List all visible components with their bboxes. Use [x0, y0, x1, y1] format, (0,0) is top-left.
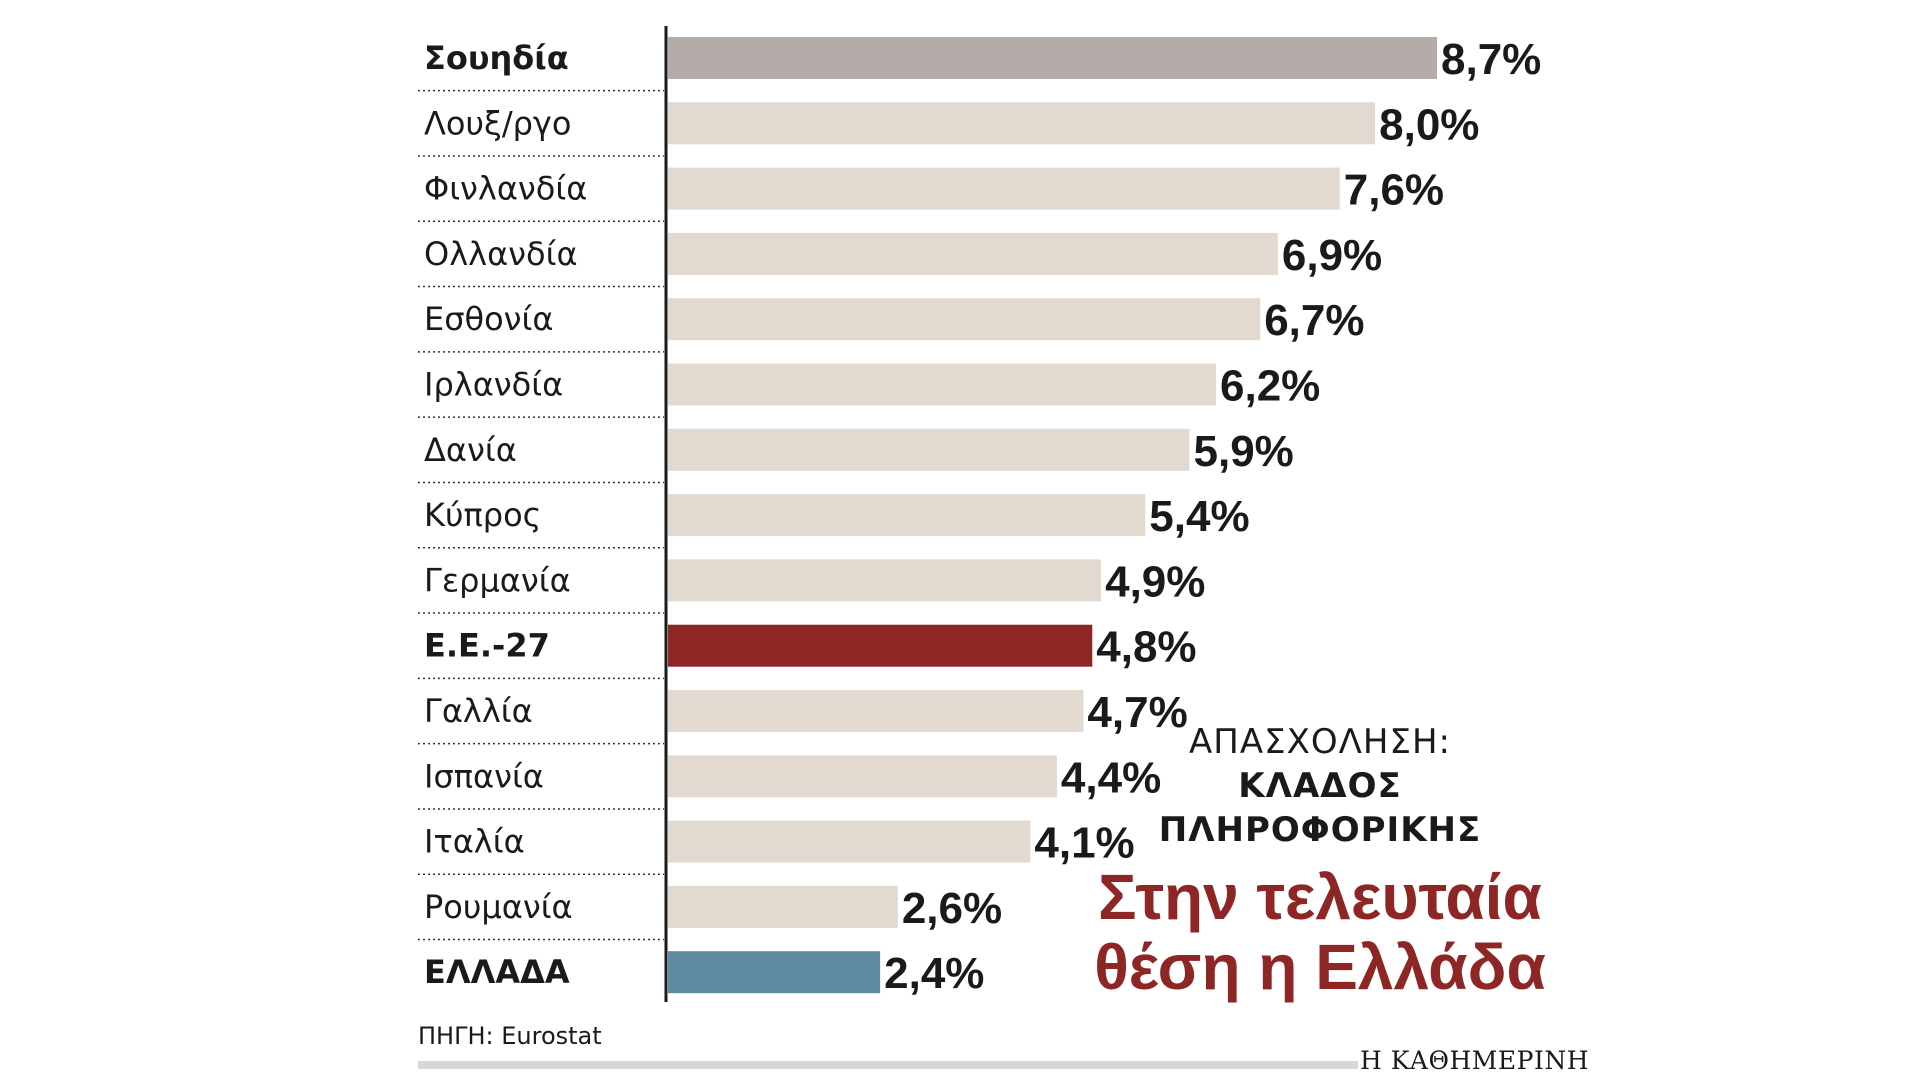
data-label: 5,9%: [1194, 427, 1294, 476]
bar: [668, 363, 1217, 406]
data-label: 2,4%: [884, 949, 984, 998]
category-label: Ολλανδία: [424, 235, 578, 273]
category-label: Ιρλανδία: [424, 366, 563, 404]
data-label: 7,6%: [1344, 166, 1444, 215]
category-label: Λουξ/ργο: [424, 104, 571, 142]
data-label: 6,2%: [1220, 362, 1320, 411]
bar: [668, 559, 1102, 602]
bar: [668, 494, 1146, 537]
category-label: Γερμανία: [424, 561, 571, 599]
chart-rows: Σουηδία 8,7% Λουξ/ργο 8,0% Φινλανδία 7,6% Ολλα…: [418, 35, 1541, 998]
data-label: 5,4%: [1149, 492, 1249, 541]
source-note: ΠΗΓΗ: Eurostat: [418, 1022, 602, 1050]
headline-kicker: ΑΠΑΣΧΟΛΗΣΗ:: [1189, 722, 1451, 762]
bar: [668, 167, 1340, 210]
category-label: Φινλανδία: [424, 170, 587, 208]
bar: [668, 624, 1093, 667]
headline-topic-line1: ΚΛΑΔΟΣ: [1238, 766, 1402, 806]
headline-topic-line2: ΠΛΗΡΟΦΟΡΙΚΗΣ: [1158, 810, 1482, 850]
data-label: 8,7%: [1441, 35, 1541, 84]
data-label: 8,0%: [1379, 100, 1479, 149]
data-label: 6,9%: [1282, 231, 1382, 280]
data-label: 4,1%: [1034, 819, 1134, 868]
bar: [668, 885, 898, 928]
bar: [668, 820, 1031, 863]
bar: [668, 37, 1437, 79]
data-label: 4,4%: [1061, 753, 1161, 802]
publisher-logo: Η ΚΑΘΗΜΕΡΙΝΗ: [1360, 1046, 1589, 1075]
bar: [668, 690, 1084, 732]
category-label: Ισπανία: [424, 757, 544, 795]
headline-title-line1: Στην τελευταία: [1098, 861, 1542, 933]
headline-title-line2: θέση η Ελλάδα: [1094, 931, 1546, 1003]
bar: [668, 951, 881, 994]
data-label: 4,9%: [1105, 557, 1205, 606]
data-label: 4,8%: [1096, 623, 1196, 672]
category-label: Ιταλία: [424, 823, 525, 861]
category-label: Κύπρος: [424, 496, 541, 534]
data-label: 2,6%: [902, 884, 1002, 933]
category-label: ΕΛΛΑΔΑ: [424, 953, 570, 991]
category-label: Εσθονία: [424, 300, 553, 338]
headline-block: ΑΠΑΣΧΟΛΗΣΗ: ΚΛΑΔΟΣ ΠΛΗΡΟΦΟΡΙΚΗΣ Στην τελ…: [1080, 720, 1560, 1002]
category-label: Γαλλία: [424, 692, 533, 730]
category-label: Ρουμανία: [424, 888, 573, 926]
bar: [668, 298, 1261, 341]
bar: [668, 428, 1190, 471]
bar: [668, 232, 1278, 275]
category-label: Ε.Ε.-27: [424, 627, 550, 665]
category-label: Σουηδία: [424, 39, 569, 77]
data-label: 4,7%: [1087, 688, 1187, 737]
data-label: 6,7%: [1264, 296, 1364, 345]
bar: [668, 102, 1376, 145]
footer-rule: [418, 1061, 1358, 1069]
bar: [668, 755, 1057, 798]
category-label: Δανία: [424, 431, 517, 469]
